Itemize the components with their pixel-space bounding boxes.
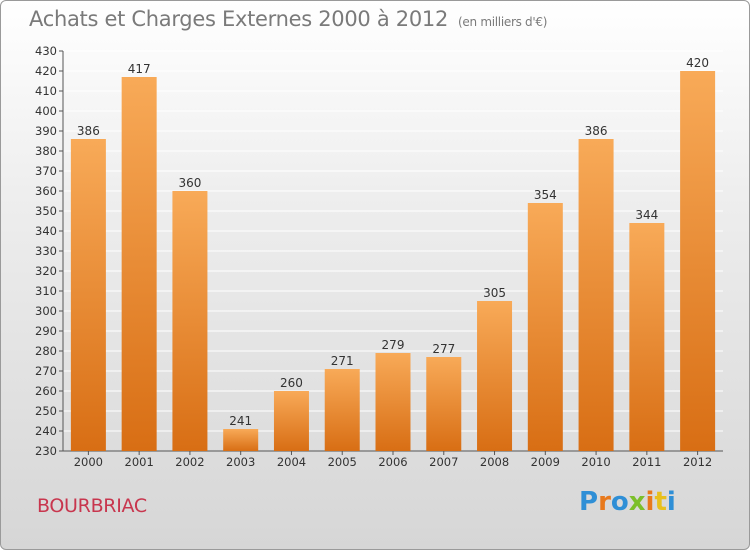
x-tick-label: 2005 [328, 455, 357, 469]
bars [70, 71, 716, 451]
y-tick-label: 310 [35, 284, 57, 298]
bar-2005 [324, 369, 360, 451]
logo-letter: o [610, 487, 629, 517]
x-tick-label: 2002 [175, 455, 204, 469]
chart-title-text: Achats et Charges Externes 2000 à 2012 [29, 7, 449, 31]
bar-2010 [578, 139, 614, 451]
chart-title: Achats et Charges Externes 2000 à 2012 (e… [29, 7, 547, 31]
y-tick-label: 240 [35, 424, 57, 438]
bar-2000 [70, 139, 106, 451]
x-tick-label: 2007 [429, 455, 458, 469]
bar-2009 [527, 203, 563, 451]
logo-letter: P [579, 487, 599, 517]
data-label: 305 [483, 286, 506, 300]
chart-subtitle: (en milliers d'€) [458, 15, 548, 29]
y-tick-labels: 230 240 250 260 270 280 290 300 310 320 330 340 350 3… [35, 44, 63, 458]
y-tick-label: 320 [35, 264, 57, 278]
x-tick-label: 2010 [581, 455, 610, 469]
data-label: 420 [686, 56, 709, 70]
data-label: 417 [128, 62, 151, 76]
bar-2011 [629, 223, 665, 451]
bar-2008 [477, 301, 513, 451]
y-tick-label: 330 [35, 244, 57, 258]
y-tick-label: 430 [35, 44, 57, 58]
logo-letter: i [645, 487, 655, 517]
logo-letter: r [598, 487, 611, 517]
bar-2002 [172, 191, 208, 451]
y-tick-label: 250 [35, 404, 57, 418]
y-tick-label: 400 [35, 104, 57, 118]
x-tick-label: 2009 [531, 455, 560, 469]
y-tick-label: 290 [35, 324, 57, 338]
bar-2007 [426, 357, 462, 451]
y-tick-label: 300 [35, 304, 57, 318]
y-tick-label: 390 [35, 124, 57, 138]
x-tick-label: 2008 [480, 455, 509, 469]
logo-letter: x [628, 487, 646, 517]
y-tick-label: 370 [35, 164, 57, 178]
bar-2003 [223, 429, 259, 451]
commune-name: BOURBRIAC [37, 495, 147, 517]
bar-2004 [273, 391, 309, 451]
y-tick-label: 350 [35, 204, 57, 218]
data-label: 344 [635, 208, 658, 222]
y-tick-label: 410 [35, 84, 57, 98]
x-tick-label: 2003 [226, 455, 255, 469]
logo-letter: i [666, 487, 676, 517]
y-tick-label: 380 [35, 144, 57, 158]
data-label: 279 [382, 338, 405, 352]
x-tick-label: 2004 [277, 455, 306, 469]
data-label: 260 [280, 376, 303, 390]
data-label: 386 [585, 124, 608, 138]
x-tick-labels: 2000 2001 2002 2003 2004 2005 2006 2007 2008 2009… [74, 451, 712, 469]
y-tick-label: 230 [35, 444, 57, 458]
x-tick-label: 2011 [632, 455, 661, 469]
data-labels: 386 417 360 241 260 271 279 277 305 354 386 344 420 [77, 56, 709, 428]
bar-2001 [121, 77, 157, 451]
x-tick-label: 2001 [125, 455, 154, 469]
y-tick-label: 340 [35, 224, 57, 238]
data-label: 360 [178, 176, 201, 190]
y-tick-label: 360 [35, 184, 57, 198]
x-tick-label: 2006 [378, 455, 407, 469]
data-label: 241 [229, 414, 252, 428]
logo-letter: t [654, 487, 667, 517]
data-label: 354 [534, 188, 557, 202]
y-tick-label: 280 [35, 344, 57, 358]
bar-2012 [680, 71, 716, 451]
data-label: 277 [432, 342, 455, 356]
proxiti-logo: Proxiti [579, 487, 676, 517]
bar-2006 [375, 353, 411, 451]
x-tick-label: 2012 [683, 455, 712, 469]
y-tick-label: 420 [35, 64, 57, 78]
data-label: 271 [331, 354, 354, 368]
data-label: 386 [77, 124, 100, 138]
x-tick-label: 2000 [74, 455, 103, 469]
y-tick-label: 270 [35, 364, 57, 378]
y-tick-label: 260 [35, 384, 57, 398]
